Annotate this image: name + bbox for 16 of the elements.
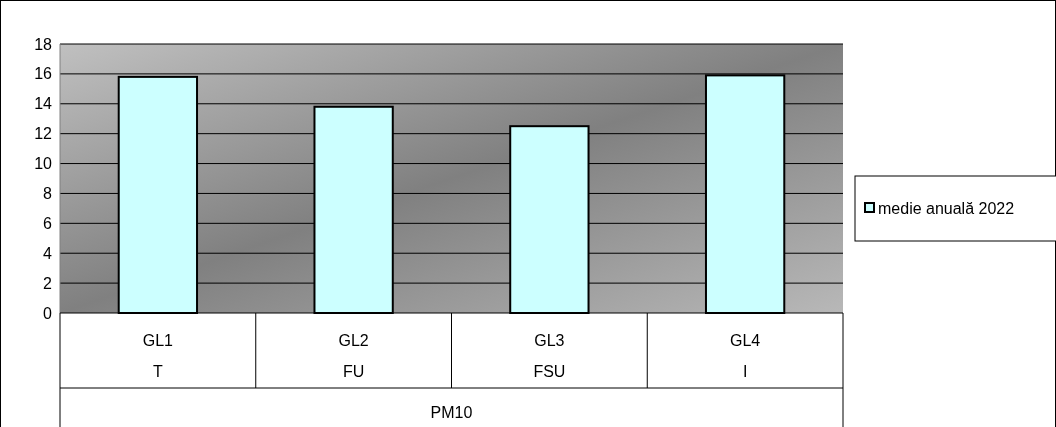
y-tick-label: 12	[34, 125, 53, 143]
x-tick-label: GL2 FU	[338, 332, 369, 380]
y-tick-label: 14	[34, 95, 53, 113]
legend-label: medie anuală 2022	[878, 199, 1015, 217]
y-tick-label: 10	[34, 155, 53, 173]
y-tick-label: 0	[43, 304, 53, 322]
y-tick-label: 18	[34, 35, 53, 53]
y-tick-label: 2	[43, 274, 53, 292]
x-axis-title: PM10	[430, 404, 473, 421]
y-tick-label: 8	[43, 185, 53, 203]
y-tick-label: 6	[43, 214, 53, 232]
y-tick-label: 4	[43, 244, 53, 262]
y-tick-label: 16	[34, 65, 53, 83]
x-tick-label: GL3 FSU	[533, 332, 566, 380]
x-tick-label: GL1 T	[142, 332, 174, 380]
x-tick-label: GL4 I	[730, 332, 761, 380]
